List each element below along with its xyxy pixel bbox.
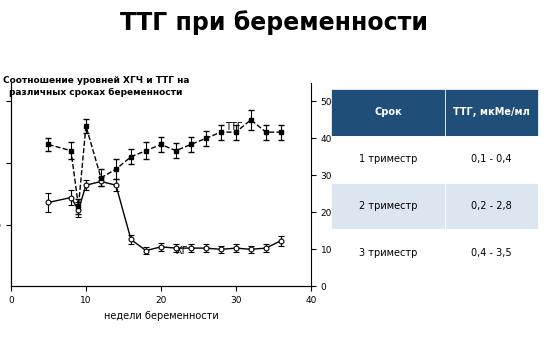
Text: 1 триместр: 1 триместр: [359, 154, 417, 164]
Text: Срок: Срок: [374, 107, 402, 117]
Text: Соотношение уровней ХГЧ и ТТГ на
различных сроках беременности: Соотношение уровней ХГЧ и ТТГ на различн…: [3, 76, 189, 97]
Text: ТТГ при беременности: ТТГ при беременности: [120, 10, 429, 35]
FancyBboxPatch shape: [445, 136, 538, 183]
FancyBboxPatch shape: [331, 136, 445, 183]
Y-axis label: ХГ (МЕ/л х 1000): ХГ (МЕ/л х 1000): [335, 149, 344, 220]
FancyBboxPatch shape: [445, 89, 538, 136]
Text: ТТГ: ТТГ: [225, 122, 243, 132]
FancyBboxPatch shape: [331, 229, 445, 276]
FancyBboxPatch shape: [445, 229, 538, 276]
Text: ХГ: ХГ: [176, 246, 188, 256]
Text: 0,4 - 3,5: 0,4 - 3,5: [471, 248, 512, 258]
FancyBboxPatch shape: [331, 89, 445, 136]
Text: 3 триместр: 3 триместр: [359, 248, 417, 258]
FancyBboxPatch shape: [331, 183, 445, 229]
Text: 2 триместр: 2 триместр: [359, 201, 417, 211]
FancyBboxPatch shape: [445, 183, 538, 229]
Text: 0,2 - 2,8: 0,2 - 2,8: [471, 201, 512, 211]
X-axis label: недели беременности: недели беременности: [104, 310, 219, 321]
Text: ТТГ, мкМе/мл: ТТГ, мкМе/мл: [453, 107, 530, 117]
Text: 0,1 - 0,4: 0,1 - 0,4: [471, 154, 512, 164]
